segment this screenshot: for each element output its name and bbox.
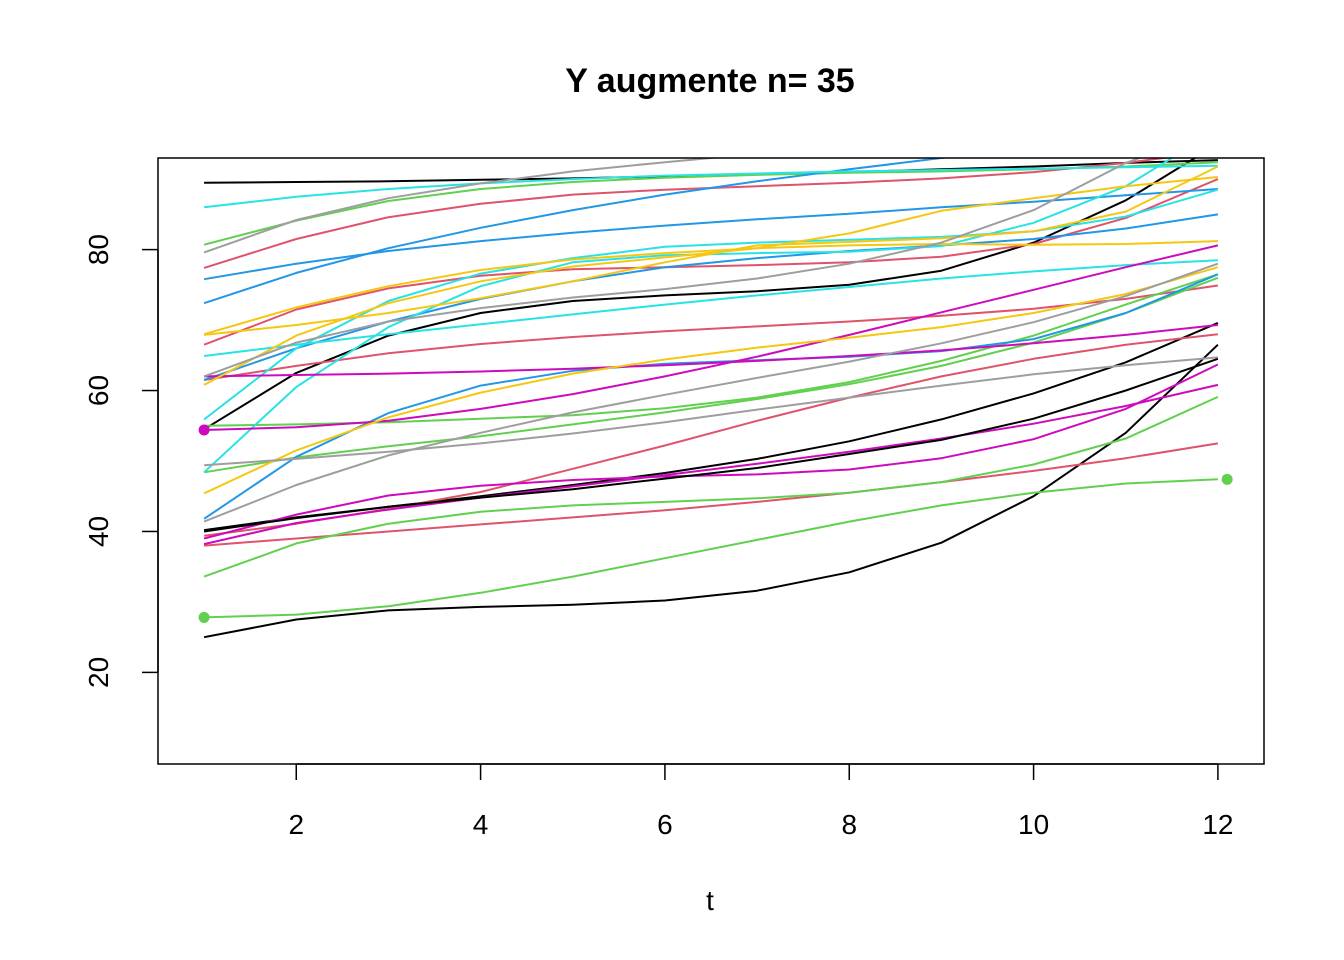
y-tick-label: 60 [83,375,114,406]
series-line-12 [203,276,1219,474]
series-line-4 [203,343,1219,639]
plot-frame [157,157,1265,765]
series-layer [203,158,1219,639]
series-line-20 [203,259,1218,357]
x-tick-label: 6 [657,809,673,840]
x-tick-label: 12 [1202,809,1233,840]
series-line-16 [203,158,951,305]
x-tick-label: 8 [841,809,857,840]
x-axis-label: t [706,885,714,916]
series-line-35 [203,357,1219,533]
series-line-17 [203,213,1219,381]
series-line-25 [203,363,1219,540]
series-line-30 [203,266,1219,495]
series-line-33 [203,262,1219,523]
series-line-9 [204,442,1219,547]
series-line-7 [203,284,1219,381]
series-line-26 [203,383,1219,546]
highlight-points-layer [198,424,1233,623]
y-tick-label: 20 [83,657,114,688]
highlight-point-1 [198,424,210,436]
series-line-31 [203,158,723,254]
series-line-14 [204,478,1218,619]
series-line-34 [204,356,1218,467]
series-line-23 [204,324,1219,378]
chart-title: Y augmente n= 35 [565,62,854,100]
x-tick-label: 10 [1018,809,1049,840]
y-tick-label: 80 [83,234,114,265]
series-line-13 [203,395,1219,578]
series-line-18 [203,273,1219,520]
highlight-point-2 [198,611,210,623]
series-line-27 [203,240,1218,336]
series-line-6 [203,178,1219,346]
highlight-point-3 [1221,473,1233,485]
series-line-1 [204,159,1218,184]
series-line-32 [203,158,1143,378]
x-tick-label: 4 [473,809,489,840]
series-line-19 [203,164,1218,209]
series-line-2 [203,158,1197,431]
series-line-11 [204,273,1219,427]
series-line-28 [203,176,1218,386]
y-axis: 20 40 60 80 [83,234,159,688]
series-line-29 [203,165,1219,336]
x-axis: 2 4 6 8 10 12 [288,763,1233,840]
x-tick-label: 2 [288,809,304,840]
y-tick-label: 40 [83,516,114,547]
